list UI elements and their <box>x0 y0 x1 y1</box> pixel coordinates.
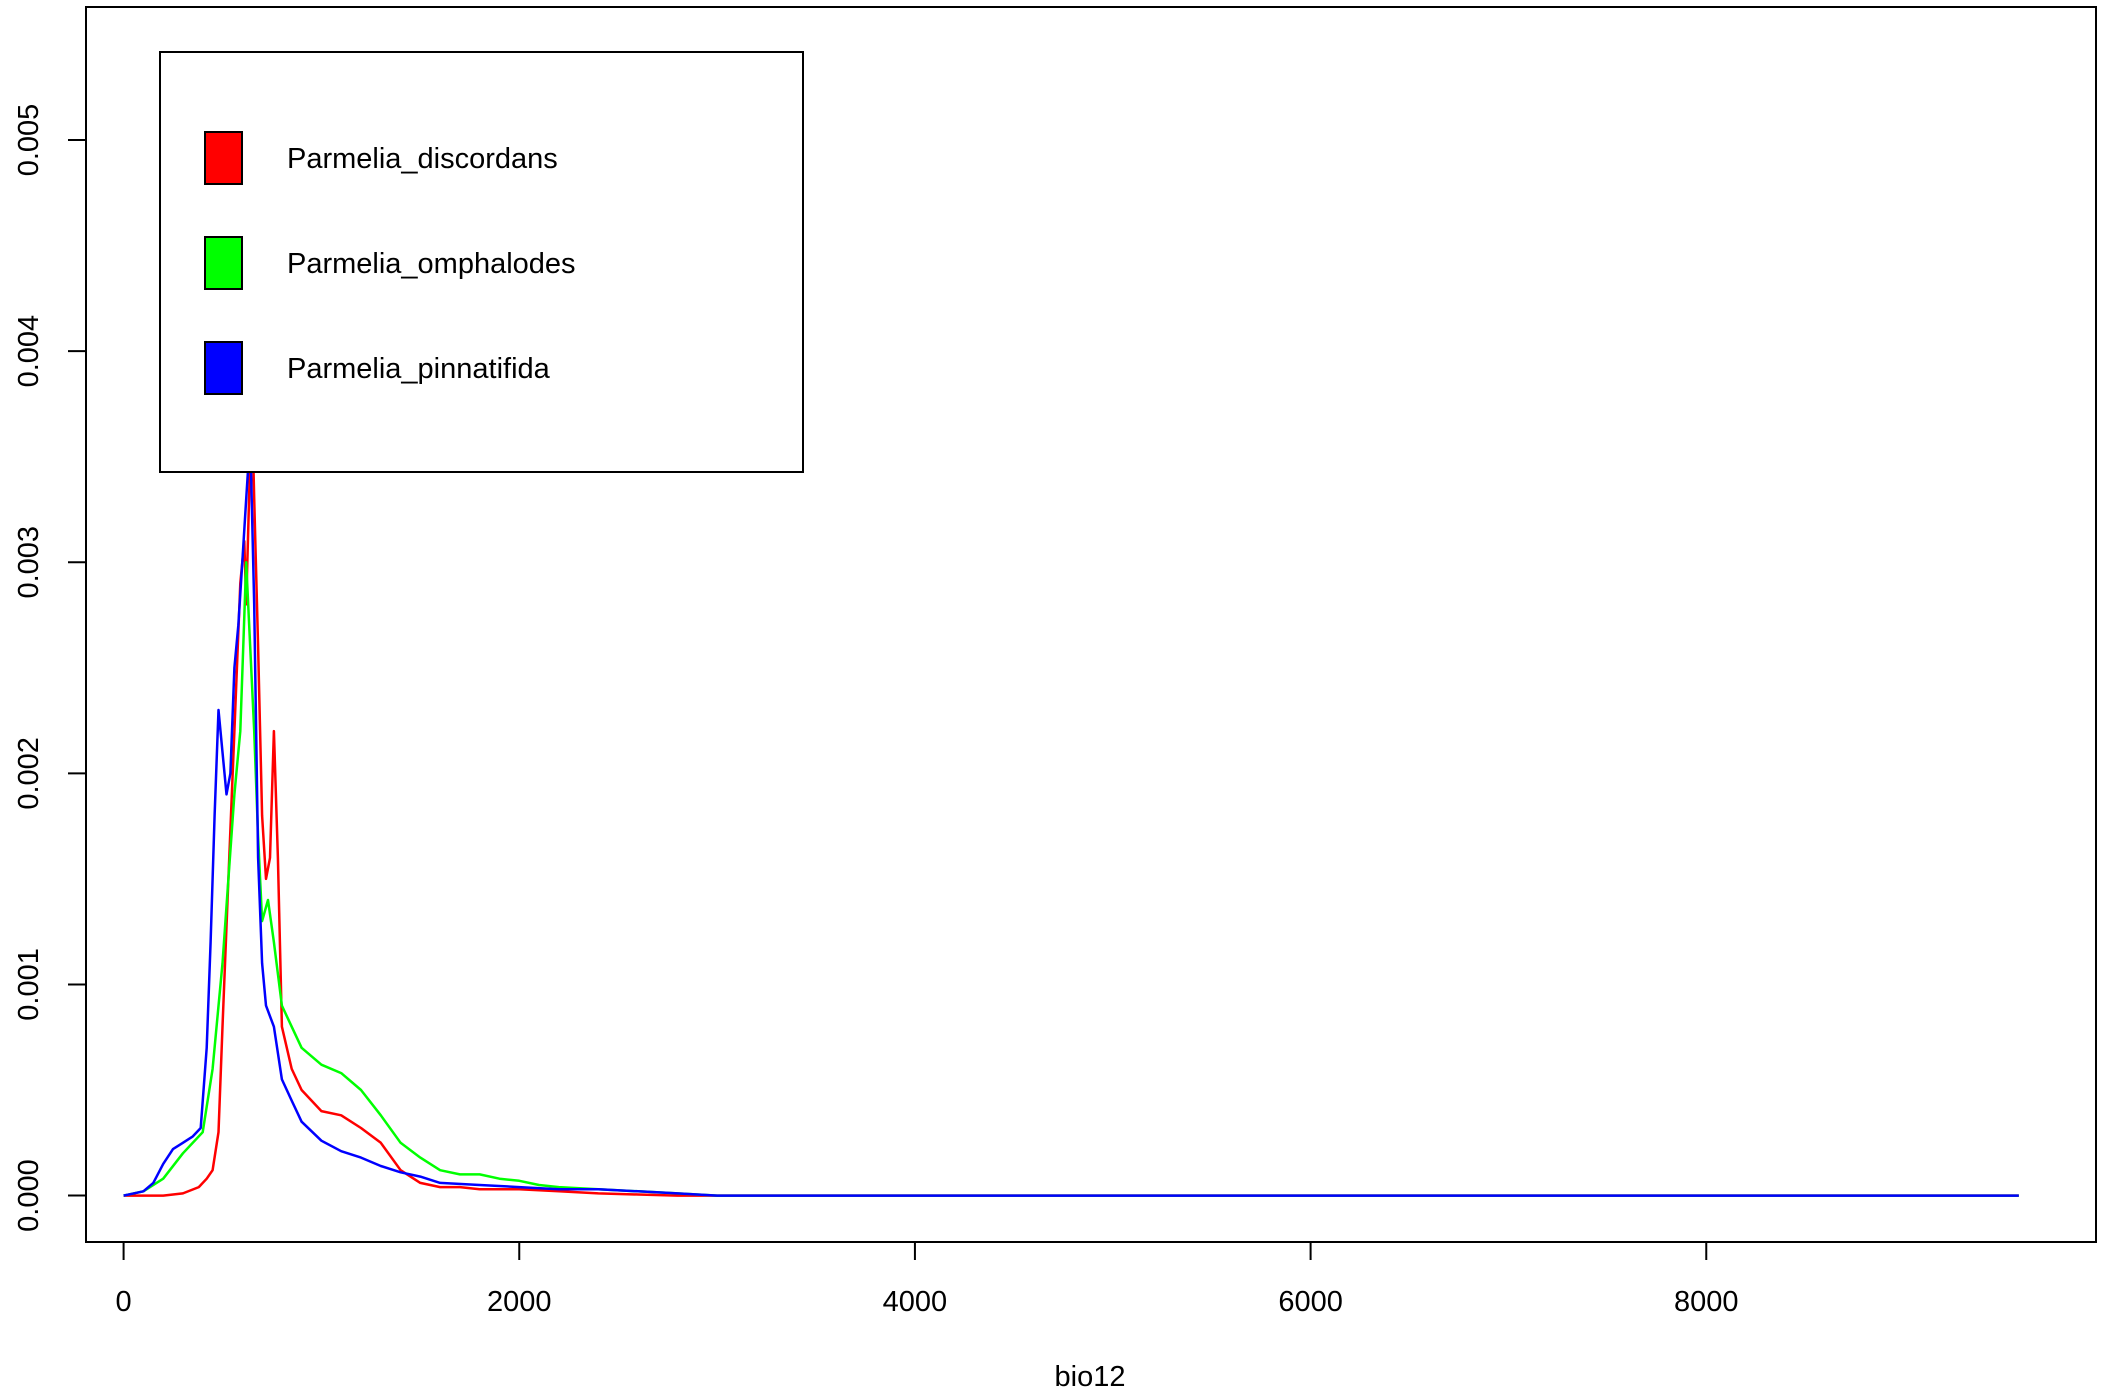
x-tick-label: 8000 <box>1674 1286 1739 1318</box>
legend-box <box>159 51 804 473</box>
legend-label-1: Parmelia_discordans <box>287 143 558 175</box>
x-axis-title: bio12 <box>1055 1361 1126 1393</box>
legend-label-3: Parmelia_pinnatifida <box>287 353 551 385</box>
x-tick-label: 4000 <box>883 1286 948 1318</box>
y-tick-label: 0.005 <box>13 104 45 177</box>
y-tick-label: 0.003 <box>13 526 45 599</box>
series-line-1 <box>123 413 2019 1197</box>
legend-swatch-2 <box>204 236 243 290</box>
legend-swatch-3 <box>204 341 243 395</box>
y-axis: 0.000 0.001 0.002 0.003 0.004 0.005 <box>13 104 87 1232</box>
y-tick-label: 0.002 <box>13 737 45 810</box>
y-tick-label: 0.000 <box>13 1159 45 1232</box>
y-tick-label: 0.004 <box>13 315 45 388</box>
y-tick-label: 0.001 <box>13 948 45 1021</box>
series-line-3 <box>123 434 2019 1197</box>
legend: Parmelia_discordans Parmelia_omphalodes Pa… <box>159 51 804 473</box>
legend-swatch-1 <box>204 131 243 185</box>
x-tick-label: 6000 <box>1278 1286 1343 1318</box>
series-layer <box>123 413 2019 1197</box>
series-line-2 <box>123 560 2019 1197</box>
x-tick-label: 2000 <box>487 1286 552 1318</box>
x-tick-label: 0 <box>116 1286 132 1318</box>
x-axis: 0 2000 4000 6000 8000 <box>116 1241 1739 1318</box>
legend-label-2: Parmelia_omphalodes <box>287 248 576 280</box>
legend-items: Parmelia_discordans Parmelia_omphalodes Pa… <box>204 131 576 395</box>
